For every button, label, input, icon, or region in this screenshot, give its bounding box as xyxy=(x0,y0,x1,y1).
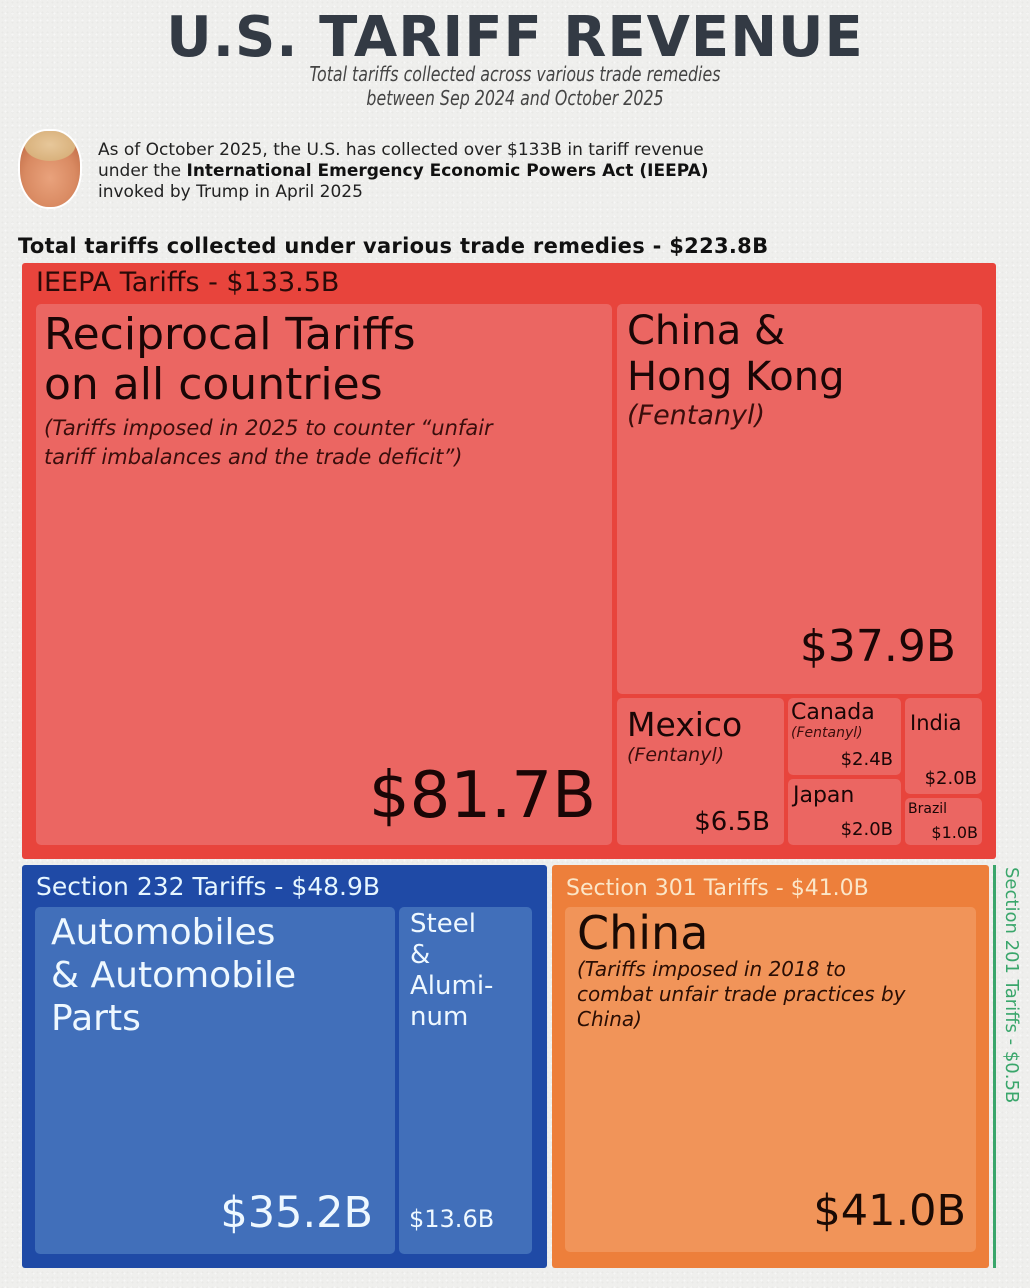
cell-china-301-note: (Tariffs imposed in 2018 to combat unfai… xyxy=(577,957,906,1032)
cell-china-301-note-line-3: China) xyxy=(577,1007,642,1031)
cell-steel-name: Steel & Alumi- num xyxy=(410,909,493,1033)
total-tariffs-heading: Total tariffs collected under various tr… xyxy=(18,234,769,258)
cell-reciprocal-note-line-1: (Tariffs imposed in 2025 to counter “unf… xyxy=(44,416,493,440)
cell-reciprocal-name-line-1: Reciprocal Tariffs xyxy=(44,309,416,360)
group-ieepa: IEEPA Tariffs - $133.5B Reciprocal Tarif… xyxy=(22,263,996,859)
cell-japan-name: Japan xyxy=(793,783,855,808)
cell-china-hk-name-line-2: Hong Kong xyxy=(627,354,845,400)
cell-china-301-name: China xyxy=(577,907,709,960)
group-section-232: Section 232 Tariffs - $48.9B Automobiles… xyxy=(22,865,547,1268)
cell-automobiles-name: Automobiles & Automobile Parts xyxy=(51,911,296,1040)
cell-steel-name-line-2: & xyxy=(410,940,431,970)
cell-japan-value: $2.0B xyxy=(840,819,893,840)
cell-canada-note: (Fentanyl) xyxy=(791,725,863,741)
subtitle-line-2: between Sep 2024 and October 2025 xyxy=(366,86,664,110)
cell-automobiles: Automobiles & Automobile Parts $35.2B xyxy=(35,907,395,1254)
intro-text: As of October 2025, the U.S. has collect… xyxy=(98,140,978,203)
cell-steel-name-line-1: Steel xyxy=(410,909,476,939)
group-section-301-label: Section 301 Tariffs - $41.0B xyxy=(566,876,869,901)
cell-china-hk-value: $37.9B xyxy=(799,621,956,672)
cell-reciprocal-value: $81.7B xyxy=(368,759,596,833)
cell-china-hong-kong: China & Hong Kong (Fentanyl) $37.9B xyxy=(617,304,982,694)
cell-automobiles-value: $35.2B xyxy=(220,1188,373,1238)
cell-china-301-value: $41.0B xyxy=(813,1186,966,1236)
cell-china-hk-note: (Fentanyl) xyxy=(627,400,766,431)
cell-reciprocal-name: Reciprocal Tariffs on all countries xyxy=(44,310,416,410)
cell-steel-name-line-4: num xyxy=(410,1002,469,1032)
cell-mexico: Mexico (Fentanyl) $6.5B xyxy=(617,698,784,845)
cell-china-hk-name: China & Hong Kong xyxy=(627,308,844,400)
cell-mexico-value: $6.5B xyxy=(694,807,770,837)
cell-canada: Canada (Fentanyl) $2.4B xyxy=(788,698,901,775)
cell-mexico-note: (Fentanyl) xyxy=(627,744,725,766)
cell-steel-value: $13.6B xyxy=(409,1205,495,1233)
trump-portrait-icon xyxy=(20,131,80,207)
cell-automobiles-name-line-1: Automobiles xyxy=(51,912,276,953)
cell-india: India $2.0B xyxy=(905,698,982,794)
cell-steel-name-line-3: Alumi- xyxy=(410,971,494,1001)
group-section-201-label: Section 201 Tariffs - $0.5B xyxy=(1001,867,1022,1104)
cell-steel-aluminum: Steel & Alumi- num $13.6B xyxy=(399,907,532,1254)
group-section-301: Section 301 Tariffs - $41.0B China (Tari… xyxy=(552,865,989,1268)
cell-china-301-note-line-2: combat unfair trade practices by xyxy=(577,982,906,1006)
intro-line-1: As of October 2025, the U.S. has collect… xyxy=(98,140,704,160)
intro-act-name: International Emergency Economic Powers … xyxy=(186,161,709,181)
cell-japan: Japan $2.0B xyxy=(788,779,901,845)
cell-canada-name: Canada xyxy=(791,700,875,725)
page-title: U.S. TARIFF REVENUE xyxy=(166,5,864,70)
subtitle-line-1: Total tariffs collected across various t… xyxy=(309,62,721,86)
cell-automobiles-name-line-2: & Automobile xyxy=(51,955,297,996)
cell-canada-value: $2.4B xyxy=(840,749,893,770)
intro-line-2-prefix: under the xyxy=(98,161,187,181)
group-section-232-label: Section 232 Tariffs - $48.9B xyxy=(36,872,381,901)
cell-china-301-note-line-1: (Tariffs imposed in 2018 to xyxy=(577,957,846,981)
cell-reciprocal-note: (Tariffs imposed in 2025 to counter “unf… xyxy=(44,414,493,472)
cell-india-value: $2.0B xyxy=(924,768,977,789)
cell-brazil-value: $1.0B xyxy=(931,823,978,842)
cell-china-301: China (Tariffs imposed in 2018 to combat… xyxy=(565,907,976,1252)
cell-china-hk-name-line-1: China & xyxy=(627,308,786,354)
cell-brazil-name: Brazil xyxy=(908,801,948,817)
intro-line-3: invoked by Trump in April 2025 xyxy=(98,182,363,202)
cell-india-name: India xyxy=(910,711,962,735)
page-subtitle: Total tariffs collected across various t… xyxy=(62,62,968,110)
cell-automobiles-name-line-3: Parts xyxy=(51,998,141,1039)
cell-reciprocal-tariffs: Reciprocal Tariffs on all countries (Tar… xyxy=(36,304,612,845)
cell-reciprocal-note-line-2: tariff imbalances and the trade deficit”… xyxy=(44,445,463,469)
cell-reciprocal-name-line-2: on all countries xyxy=(44,359,383,410)
group-section-201-bar xyxy=(993,865,996,1268)
intro-line-2: under the International Emergency Econom… xyxy=(98,161,978,182)
cell-brazil: Brazil $1.0B xyxy=(905,798,982,845)
group-ieepa-label: IEEPA Tariffs - $133.5B xyxy=(36,267,340,298)
cell-mexico-name: Mexico xyxy=(627,705,743,744)
